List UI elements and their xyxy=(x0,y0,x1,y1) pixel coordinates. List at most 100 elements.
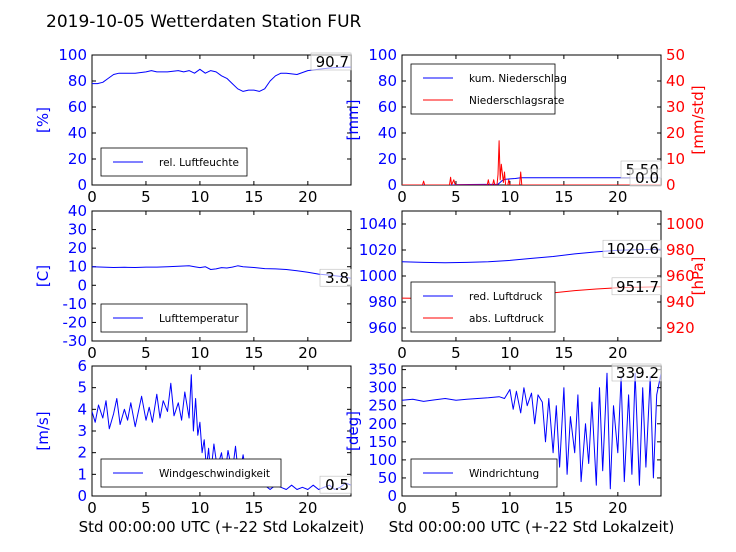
y-tick-label: 0 xyxy=(387,176,397,194)
x-tick-label: 10 xyxy=(190,188,209,206)
last-value-box xyxy=(611,277,662,296)
y-tick-label: -30 xyxy=(63,332,88,350)
x-tick-label: 20 xyxy=(298,188,317,206)
y-tick-label: 1040 xyxy=(359,215,397,233)
x-tick-label: 5 xyxy=(141,499,151,517)
legend-label: Lufttemperatur xyxy=(159,313,239,325)
y2-tick-label: 940 xyxy=(666,293,695,311)
y-tick-label: 50 xyxy=(378,469,397,487)
legend-label: Windrichtung xyxy=(469,468,539,480)
x-tick-label: 0 xyxy=(397,499,407,517)
x-tick-label: 5 xyxy=(141,188,151,206)
y-tick-label: 100 xyxy=(58,46,87,64)
panel-pressure: 0 5 10 15 20 960 980 1000 1020 1040 920 940 960 980 10… xyxy=(359,210,707,362)
y-tick-label: 60 xyxy=(68,98,87,116)
panel-precipitation: 0 5 10 15 20 0 20 40 60 80 100 0 10 20 30 40 50 [mm] [mm/s… xyxy=(344,46,707,206)
last-value-label: 3.8 xyxy=(325,269,349,287)
y-tick-label: 1000 xyxy=(359,267,397,285)
last-value-box xyxy=(629,168,662,187)
x-tick-label: 5 xyxy=(451,344,461,362)
y-tick-label: 150 xyxy=(368,433,397,451)
panel-humidity: 0 5 10 15 20 0 20 40 60 80 100 [%] 90.7 rel. Luftfeuc… xyxy=(34,46,352,206)
y-tick-label: 2 xyxy=(77,444,87,462)
y-tick-label: -20 xyxy=(63,313,88,331)
x-tick-label: 15 xyxy=(244,499,263,517)
last-value-label: 0.5 xyxy=(325,476,349,494)
series-line-niederschlagsrate xyxy=(402,140,661,185)
y-tick-label: 20 xyxy=(68,150,87,168)
x-tick-label: 0 xyxy=(87,188,97,206)
x-tick-label: 15 xyxy=(554,344,573,362)
last-value-label: 90.7 xyxy=(316,53,349,71)
series-line-windrichtung xyxy=(402,372,661,490)
y2-tick-label: 40 xyxy=(666,72,685,90)
y-axis-label: [%] xyxy=(34,107,52,133)
y-tick-label: 100 xyxy=(368,46,397,64)
last-value-label: 0.0 xyxy=(635,169,659,187)
y-axis-label: [mm] xyxy=(344,100,362,141)
x-tick-label: 5 xyxy=(451,188,461,206)
series-line-rel-luftfeuchte xyxy=(92,66,351,92)
y-axis-label: [m/s] xyxy=(34,411,52,450)
series-group xyxy=(92,374,351,490)
y-tick-label: 30 xyxy=(68,221,87,239)
series-group xyxy=(402,372,661,490)
last-value-label: 951.7 xyxy=(616,278,659,296)
y2-axis-label: [mm/std] xyxy=(689,85,707,154)
y-tick-label: 1020 xyxy=(359,241,397,259)
y2-tick-label: 1000 xyxy=(666,215,704,233)
legend-label: kum. Niederschlag xyxy=(469,73,567,85)
series-line-windgeschwindigkeit xyxy=(92,374,351,490)
last-value-label: 339.2 xyxy=(616,364,659,382)
legend-label: red. Luftdruck xyxy=(469,291,543,303)
y2-tick-label: 20 xyxy=(666,124,685,142)
legend-box xyxy=(410,281,556,333)
y-tick-label: 20 xyxy=(68,239,87,257)
x-tick-label: 15 xyxy=(244,344,263,362)
series-line-lufttemperatur xyxy=(92,265,351,279)
x-axis-label: Std 00:00:00 UTC (+-22 Std Lokalzeit) xyxy=(389,518,675,536)
y-tick-label: 200 xyxy=(368,415,397,433)
y-tick-label: 4 xyxy=(77,400,87,418)
x-tick-label: 0 xyxy=(87,499,97,517)
series-line-kum-niederschlag xyxy=(402,177,661,185)
y-tick-label: -10 xyxy=(63,295,88,313)
y2-tick-label: 30 xyxy=(666,98,685,116)
y-tick-label: 1 xyxy=(77,465,87,483)
legend-label: Niederschlagsrate xyxy=(469,95,564,107)
y-tick-label: 5 xyxy=(77,379,87,397)
x-tick-label: 15 xyxy=(244,188,263,206)
x-tick-label: 10 xyxy=(500,344,519,362)
series-group xyxy=(92,66,351,92)
x-tick-label: 15 xyxy=(554,188,573,206)
x-tick-label: 10 xyxy=(190,344,209,362)
y-tick-label: 0 xyxy=(387,487,397,505)
y2-tick-label: 920 xyxy=(666,319,695,337)
x-tick-label: 10 xyxy=(500,499,519,517)
legend-box xyxy=(410,63,556,115)
y-tick-label: 350 xyxy=(368,361,397,379)
y-tick-label: 0 xyxy=(77,276,87,294)
series-group xyxy=(402,140,661,185)
legend-label: Windgeschwindigkeit xyxy=(159,468,270,480)
y-tick-label: 80 xyxy=(68,72,87,90)
legend-label: abs. Luftdruck xyxy=(469,313,545,325)
y-tick-label: 100 xyxy=(368,451,397,469)
y-tick-label: 0 xyxy=(77,176,87,194)
y-axis-label: [C] xyxy=(34,265,52,287)
y-tick-label: 250 xyxy=(368,397,397,415)
x-tick-label: 20 xyxy=(608,344,627,362)
x-tick-label: 5 xyxy=(141,344,151,362)
x-axis-label: Std 00:00:00 UTC (+-22 Std Lokalzeit) xyxy=(79,518,365,536)
y-tick-label: 40 xyxy=(68,202,87,220)
y-tick-label: 980 xyxy=(368,293,397,311)
last-value-label: 1020.6 xyxy=(607,240,660,258)
x-tick-label: 20 xyxy=(608,188,627,206)
y2-tick-label: 960 xyxy=(666,267,695,285)
y-tick-label: 960 xyxy=(368,319,397,337)
y-axis-label: [deg] xyxy=(344,411,362,451)
x-tick-label: 10 xyxy=(500,188,519,206)
